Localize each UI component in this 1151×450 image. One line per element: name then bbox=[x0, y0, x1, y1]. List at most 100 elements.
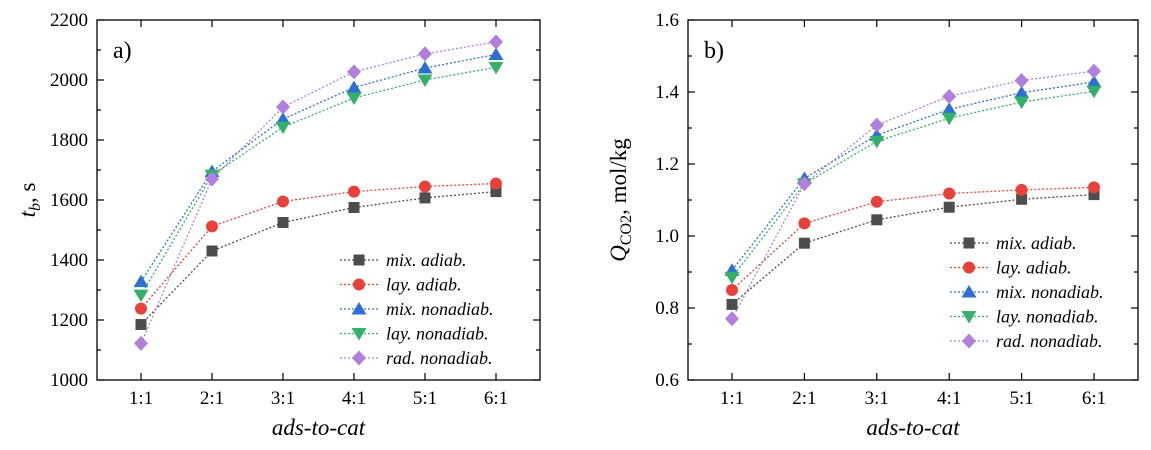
legend-item: mix. nonadiab. bbox=[340, 299, 494, 319]
data-point bbox=[347, 64, 361, 80]
legend: mix. adiab. lay. adiab. mix. nonadiab. lay.… bbox=[950, 233, 1104, 351]
legend-item: mix. nonadiab. bbox=[950, 282, 1104, 302]
data-point bbox=[346, 92, 362, 105]
data-point bbox=[346, 80, 362, 93]
legend-marker bbox=[963, 237, 975, 249]
data-point bbox=[277, 217, 289, 228]
data-point bbox=[869, 117, 884, 133]
legend-label: rad. nonadiab. bbox=[996, 331, 1103, 351]
series-0 bbox=[135, 186, 502, 330]
y-tick-label: 1.4 bbox=[655, 82, 679, 103]
data-point bbox=[417, 74, 433, 87]
x-axis-label: ads-to-cat bbox=[272, 415, 366, 440]
data-point bbox=[206, 245, 218, 257]
series-line bbox=[731, 186, 1095, 291]
series-4 bbox=[725, 63, 1101, 327]
data-point bbox=[206, 220, 218, 233]
data-point bbox=[1088, 189, 1100, 201]
legend-marker bbox=[351, 328, 367, 341]
x-tick-label: 4:1 bbox=[342, 388, 366, 409]
series-line bbox=[140, 41, 497, 344]
data-point bbox=[943, 201, 955, 213]
panel-label: a) bbox=[113, 38, 132, 64]
data-point bbox=[798, 217, 811, 230]
data-point bbox=[275, 112, 291, 125]
y-axis-label-subscript: CO2 bbox=[618, 215, 635, 245]
legend-marker bbox=[351, 302, 367, 315]
data-point bbox=[870, 195, 883, 208]
legend-item: lay. adiab. bbox=[340, 275, 462, 295]
legend-label: lay. adiab. bbox=[386, 275, 462, 295]
data-point bbox=[1086, 74, 1102, 88]
legend-item: lay. nonadiab. bbox=[950, 307, 1099, 327]
data-point bbox=[1015, 183, 1028, 196]
y-axis-label-symbol: Q bbox=[606, 245, 631, 262]
y-axis-label-unit: , mol/kg bbox=[606, 138, 631, 215]
y-axis-label: QCO2, mol/kg bbox=[606, 138, 635, 262]
data-point bbox=[726, 298, 738, 310]
series-4 bbox=[134, 34, 503, 351]
x-tick-label: 3:1 bbox=[271, 388, 295, 409]
data-point bbox=[869, 135, 885, 149]
panel-label: b) bbox=[704, 38, 724, 64]
legend-label: lay. nonadiab. bbox=[386, 324, 489, 344]
legend-marker bbox=[353, 254, 365, 266]
data-point bbox=[490, 186, 502, 198]
x-tick-label: 6:1 bbox=[1082, 388, 1106, 409]
legend-marker bbox=[353, 278, 365, 291]
legend-item: mix. adiab. bbox=[950, 233, 1077, 253]
data-point bbox=[348, 185, 360, 198]
data-point bbox=[724, 271, 740, 285]
data-point bbox=[348, 202, 360, 213]
y-tick-label: 1.2 bbox=[655, 154, 679, 175]
series-line bbox=[140, 190, 497, 325]
series-line bbox=[731, 90, 1095, 278]
legend-label: mix. nonadiab. bbox=[996, 282, 1104, 302]
data-point bbox=[871, 214, 883, 226]
data-point bbox=[943, 187, 956, 200]
series-0 bbox=[726, 189, 1100, 310]
series-line bbox=[731, 81, 1095, 271]
x-tick-label: 2:1 bbox=[792, 388, 816, 409]
data-point bbox=[205, 171, 219, 187]
data-point bbox=[276, 99, 290, 115]
y-axis-label-subscript: b bbox=[27, 203, 44, 211]
legend-item: rad. nonadiab. bbox=[340, 348, 493, 368]
data-point bbox=[490, 177, 502, 190]
y-tick-label: 1400 bbox=[50, 250, 88, 271]
y-tick-label: 1200 bbox=[50, 310, 88, 331]
chart-panel-a: 1000 1200 1400 1600 1800 2000 2200 1:1 2:1 3:1 4:1… bbox=[15, 10, 541, 440]
legend-item: lay. nonadiab. bbox=[340, 324, 489, 344]
x-tick-label: 6:1 bbox=[484, 388, 508, 409]
x-tick-label: 1:1 bbox=[720, 388, 744, 409]
y-tick-label: 1.6 bbox=[655, 10, 679, 31]
data-point bbox=[489, 34, 503, 50]
x-tick-label: 2:1 bbox=[200, 388, 224, 409]
data-point bbox=[488, 61, 504, 75]
y-tick-label: 1000 bbox=[50, 370, 88, 391]
data-point bbox=[419, 192, 431, 204]
data-point bbox=[725, 311, 739, 327]
x-tick-label: 4:1 bbox=[937, 388, 961, 409]
chart-panel-b: 0.6 0.8 1.0 1.2 1.4 1.6 1:1 2:1 3:1 4:1 5:1 6:1 ads-… bbox=[606, 10, 1139, 440]
y-axis-label: tb, s bbox=[15, 183, 44, 218]
legend-marker bbox=[352, 350, 366, 366]
data-point bbox=[942, 88, 957, 104]
x-tick-label: 3:1 bbox=[865, 388, 889, 409]
data-point bbox=[1014, 96, 1030, 110]
y-tick-label: 1.0 bbox=[655, 226, 679, 247]
data-point bbox=[1016, 193, 1028, 205]
legend-label: lay. adiab. bbox=[996, 258, 1072, 278]
series-line bbox=[731, 193, 1095, 305]
y-tick-label: 1800 bbox=[50, 130, 88, 151]
series-1 bbox=[726, 181, 1100, 296]
legend-label: lay. nonadiab. bbox=[996, 307, 1099, 327]
series-line bbox=[731, 70, 1095, 320]
y-axis-label-symbol: t bbox=[15, 210, 40, 217]
data-point bbox=[133, 274, 149, 288]
legend-label: rad. nonadiab. bbox=[386, 348, 493, 368]
data-point bbox=[135, 302, 147, 315]
data-point bbox=[1014, 72, 1029, 88]
data-point bbox=[418, 46, 432, 62]
data-point bbox=[275, 121, 291, 135]
